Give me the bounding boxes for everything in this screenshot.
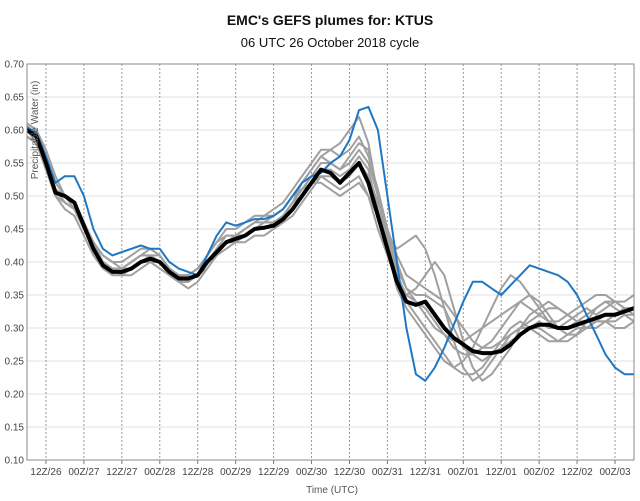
- x-tick-label: 00Z/03: [599, 467, 631, 478]
- x-tick-labels: 12Z/26 00Z/27 12Z/27 00Z/28 12Z/28 00Z/29 12Z/…: [30, 467, 631, 478]
- x-tick-label: 12Z/26: [30, 467, 62, 478]
- x-tick-label: 12Z/01: [486, 467, 518, 478]
- y-tick-label: 0.15: [5, 423, 25, 434]
- ensemble-member-line: [27, 129, 634, 343]
- y-tick-label: 0.70: [5, 60, 25, 71]
- x-tick-label: 00Z/30: [296, 467, 328, 478]
- y-tick-label: 0.45: [5, 225, 25, 236]
- grid-layer: [27, 63, 634, 464]
- x-tick-label: 12Z/28: [182, 467, 214, 478]
- x-axis-label: Time (UTC): [306, 485, 358, 496]
- ensemble-member-line: [27, 135, 634, 349]
- chart-subtitle: 06 UTC 26 October 2018 cycle: [241, 35, 419, 50]
- y-tick-label: 0.35: [5, 291, 25, 302]
- y-tick-label: 0.50: [5, 192, 25, 203]
- y-tick-labels: 0.10 0.15 0.20 0.25 0.30 0.35 0.40 0.45 0.50 0.55…: [5, 60, 25, 467]
- x-tick-label: 12Z/31: [410, 467, 442, 478]
- x-tick-label: 12Z/30: [334, 467, 366, 478]
- x-tick-label: 00Z/02: [524, 467, 556, 478]
- x-tick-label: 00Z/31: [372, 467, 404, 478]
- x-tick-label: 12Z/27: [106, 467, 138, 478]
- x-tick-label: 00Z/28: [144, 467, 176, 478]
- y-tick-label: 0.25: [5, 357, 25, 368]
- ensemble-mean-line: [27, 128, 634, 356]
- y-axis-label: Precipitable Water (in): [30, 81, 41, 180]
- y-tick-label: 0.65: [5, 93, 25, 104]
- ensemble-member-line: [27, 129, 634, 382]
- x-tick-label: 12Z/02: [562, 467, 594, 478]
- chart-title: EMC's GEFS plumes for: KTUS: [227, 12, 433, 28]
- y-tick-label: 0.30: [5, 324, 25, 335]
- ensemble-member-line: [27, 135, 634, 382]
- control-run-line: [27, 105, 634, 382]
- plot-frame: [26, 63, 635, 461]
- series-group: [27, 105, 634, 382]
- ensemble-member-line: [27, 115, 634, 376]
- x-tick-label: 12Z/29: [258, 467, 290, 478]
- y-tick-label: 0.55: [5, 159, 25, 170]
- y-tick-label: 0.20: [5, 390, 25, 401]
- y-tick-label: 0.60: [5, 126, 25, 137]
- series-layer: [27, 105, 634, 382]
- x-tick-label: 00Z/29: [220, 467, 252, 478]
- x-tick-label: 00Z/01: [448, 467, 480, 478]
- y-tick-label: 0.40: [5, 258, 25, 269]
- y-tick-label: 0.10: [5, 456, 25, 467]
- x-tick-label: 00Z/27: [68, 467, 100, 478]
